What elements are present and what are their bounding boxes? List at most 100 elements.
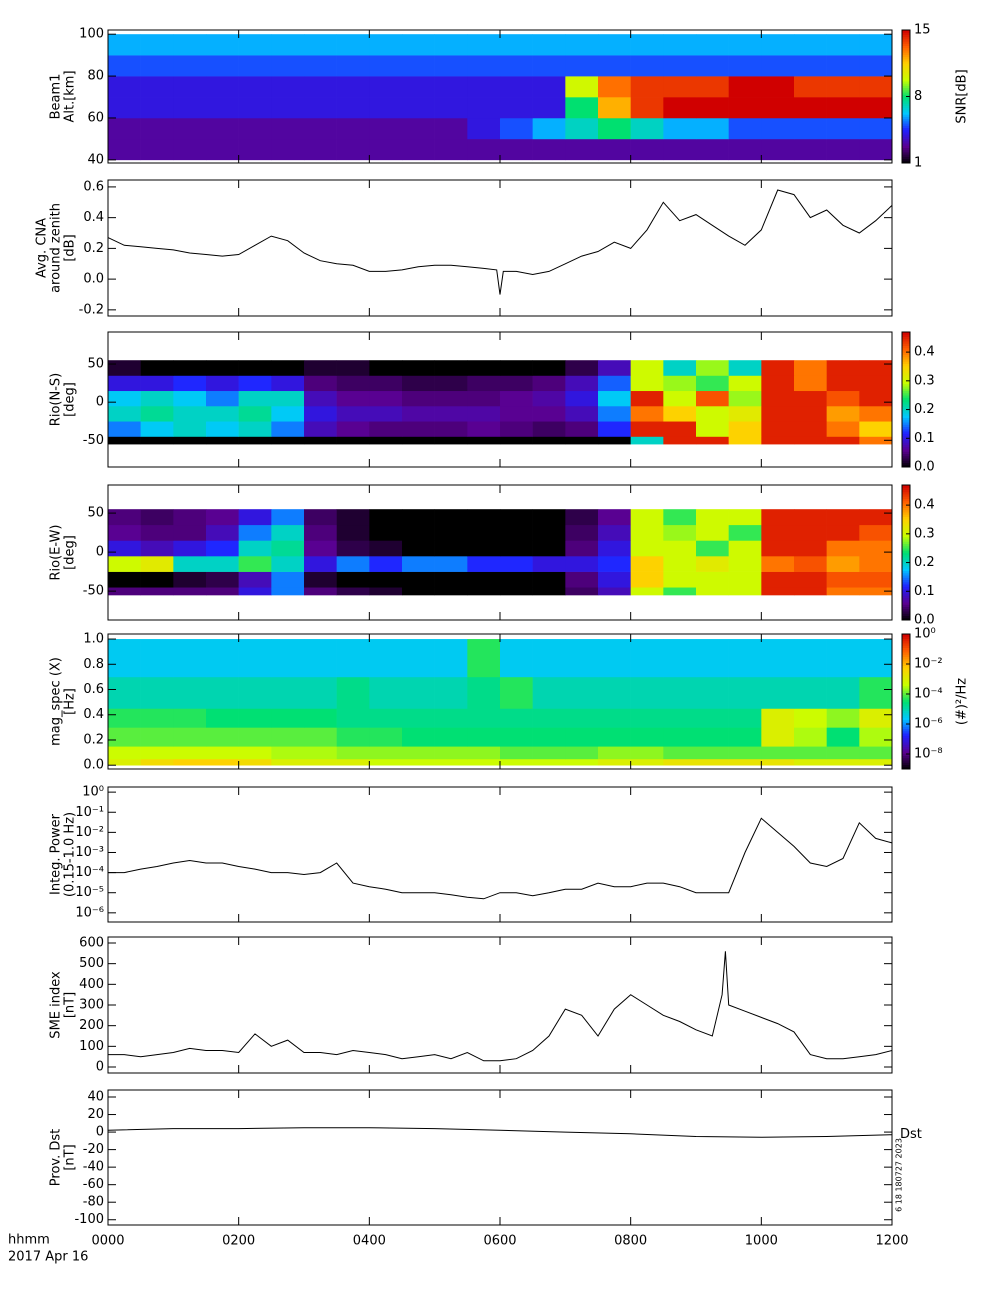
heatmap-cell	[696, 390, 729, 407]
colorbar-band	[902, 712, 910, 716]
heatmap-cell	[859, 360, 893, 376]
heatmap-cell	[761, 746, 795, 760]
heatmap-cell	[467, 360, 501, 376]
y-tick-label: 10⁻²	[75, 825, 104, 840]
colorbar-tick-label: 10⁻²	[914, 657, 943, 672]
heatmap-cell	[761, 360, 795, 376]
colorbar-band	[902, 410, 910, 414]
heatmap-cell	[500, 708, 533, 728]
y-tick-label: 0.2	[83, 241, 104, 256]
heatmap-cell	[565, 76, 599, 98]
y-tick-label: -50	[83, 584, 104, 599]
heatmap-cell	[304, 509, 337, 526]
colorbar-band	[902, 608, 910, 612]
y-axis-label: Avg. CNA	[35, 218, 50, 278]
heatmap-cell	[304, 55, 337, 77]
heatmap-cell	[500, 727, 533, 747]
heatmap-cell	[206, 34, 239, 56]
colorbar-band	[902, 753, 910, 756]
heatmap-cell	[761, 708, 795, 728]
heatmap-cell	[108, 405, 141, 422]
colorbar-band	[902, 158, 910, 162]
colorbar-band	[902, 138, 910, 142]
colorbar-band	[902, 428, 910, 432]
y-axis-label: [deg]	[63, 382, 78, 417]
heatmap-cell	[402, 390, 435, 407]
heatmap-cell	[826, 676, 860, 709]
heatmap-cell	[271, 436, 305, 445]
heatmap-cell	[434, 540, 468, 557]
heatmap-cell	[761, 540, 795, 557]
heatmap-cell	[598, 55, 631, 77]
colorbar-band	[902, 615, 910, 619]
heatmap-cell	[794, 55, 827, 77]
colorbar-band	[902, 694, 910, 698]
heatmap-cell	[108, 676, 141, 709]
heatmap-cell	[794, 746, 827, 760]
colorbar-band	[902, 347, 910, 351]
y-axis-label: Beam1	[49, 74, 64, 120]
heatmap-cell	[402, 421, 435, 437]
heatmap-cell	[761, 76, 795, 98]
colorbar-band	[902, 755, 910, 759]
colorbar-band	[902, 32, 910, 35]
colorbar-band	[902, 541, 910, 544]
heatmap-cell	[238, 138, 272, 161]
heatmap-cell	[271, 571, 305, 588]
colorbar-band	[902, 397, 910, 400]
heatmap-cell	[304, 76, 337, 98]
heatmap-cell	[434, 76, 468, 98]
heatmap-cell	[108, 421, 141, 437]
heatmap-cell	[663, 587, 697, 596]
heatmap-cell	[663, 540, 697, 557]
x-axis-label: hhmm	[8, 1233, 50, 1248]
heatmap-cell	[532, 436, 566, 445]
heatmap-cell	[630, 571, 664, 588]
heatmap-cell	[598, 138, 631, 161]
heatmap-cell	[336, 676, 370, 709]
heatmap-cell	[630, 727, 664, 747]
colorbar-band	[902, 109, 910, 113]
heatmap-cell	[565, 524, 599, 541]
heatmap-cell	[630, 55, 664, 77]
colorbar-band	[902, 494, 910, 497]
heatmap-cell	[336, 727, 370, 747]
heatmap-cell	[696, 708, 729, 728]
colorbar-band	[902, 588, 910, 592]
heatmap-cell	[859, 587, 893, 596]
colorbar-band	[902, 338, 910, 342]
heatmap-cell	[271, 639, 305, 678]
heatmap-cell	[238, 509, 272, 526]
y-tick-label: -100	[74, 1212, 104, 1227]
heatmap-cell	[434, 97, 468, 119]
heatmap-cell	[794, 639, 827, 678]
heatmap-cell	[663, 524, 697, 541]
colorbar-band	[902, 392, 910, 396]
colorbar-band	[902, 365, 910, 369]
heatmap-cell	[238, 390, 272, 407]
colorbar-band	[902, 575, 910, 578]
heatmap-cell	[728, 727, 762, 747]
heatmap-cell	[826, 405, 860, 422]
heatmap-cell	[271, 34, 305, 56]
heatmap-cell	[500, 76, 533, 98]
heatmap-cell	[630, 436, 664, 445]
heatmap-cell	[304, 571, 337, 588]
heatmap-cell	[402, 405, 435, 422]
heatmap-cell	[140, 524, 174, 541]
heatmap-cell	[206, 405, 239, 422]
colorbar-band	[902, 85, 910, 89]
colorbar-band	[902, 332, 910, 335]
heatmap-cell	[663, 436, 697, 445]
colorbar-band	[902, 460, 910, 463]
heatmap-cell	[598, 571, 631, 588]
heatmap-cell	[532, 524, 566, 541]
y-tick-label: 60	[87, 110, 104, 125]
y-tick-label: 0	[96, 1125, 104, 1140]
heatmap-cell	[500, 571, 533, 588]
heatmap-cell	[598, 758, 631, 766]
heatmap-cell	[434, 746, 468, 760]
colorbar-tick-label: 0.2	[914, 555, 935, 570]
colorbar-band	[902, 437, 910, 441]
colorbar-band	[902, 131, 910, 135]
